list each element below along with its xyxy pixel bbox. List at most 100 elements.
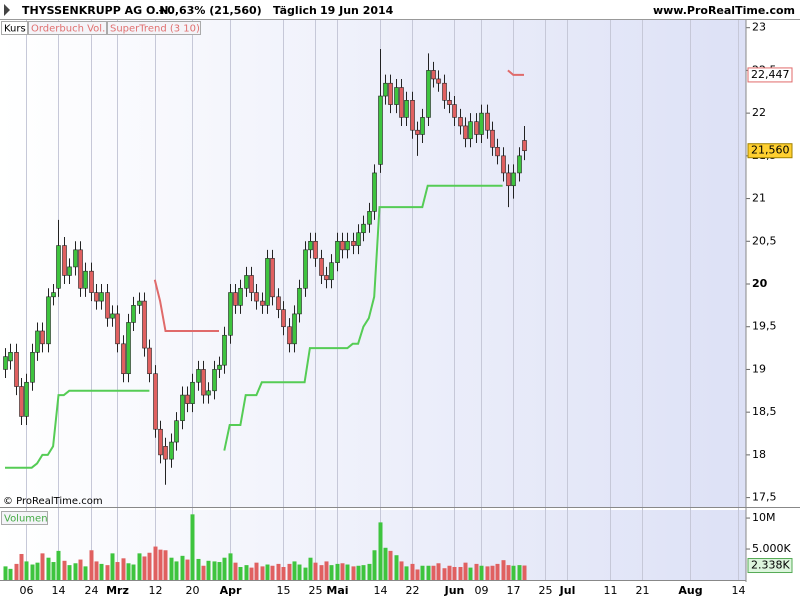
supertrend-value: 22,447 xyxy=(751,68,790,81)
x-tick-label: 21 xyxy=(636,584,650,597)
candle-body xyxy=(180,394,185,422)
volume-bar xyxy=(340,563,345,580)
volume-bar xyxy=(78,559,83,580)
volume-bar xyxy=(137,553,142,580)
volume-bar xyxy=(270,565,275,580)
volume-bar xyxy=(329,565,334,580)
candle-body xyxy=(121,343,126,375)
volume-bar xyxy=(463,562,468,580)
y-tick-label: 10M xyxy=(752,511,776,524)
x-tick-label: 15 xyxy=(277,584,291,597)
candle-body xyxy=(196,369,201,383)
volume-bar xyxy=(121,558,126,580)
candle-body xyxy=(442,82,447,101)
candle-body xyxy=(51,292,56,298)
legend-box[interactable] xyxy=(28,21,107,35)
candle-body xyxy=(511,172,516,187)
candle-body xyxy=(35,330,40,353)
candle-body xyxy=(46,296,51,345)
collapse-icon[interactable] xyxy=(4,4,10,16)
legend-box[interactable] xyxy=(1,21,28,35)
volume-bar xyxy=(324,561,329,580)
volume-bar xyxy=(468,567,473,580)
volume-bar xyxy=(153,546,158,580)
y-tick-label: 20 xyxy=(752,277,768,290)
volume-bar xyxy=(490,565,495,580)
candle-body xyxy=(105,292,110,319)
volume-bar xyxy=(485,566,490,580)
volume-bar xyxy=(356,565,361,580)
legend-entry: Kurs xyxy=(4,24,26,35)
candle-body xyxy=(356,232,361,246)
volume-bar xyxy=(399,561,404,580)
volume-bar xyxy=(169,557,174,580)
x-tick-label: Mrz xyxy=(106,584,129,597)
volume-bar xyxy=(474,563,479,580)
volume-bar xyxy=(249,567,254,580)
candle-body xyxy=(115,313,120,345)
y-tick-label: 18,5 xyxy=(752,405,777,418)
volume-bar xyxy=(222,557,227,580)
legend-box[interactable] xyxy=(1,511,48,525)
volume-bar xyxy=(447,565,452,580)
candle-body xyxy=(110,313,115,319)
candle-body xyxy=(415,129,420,135)
x-tick-label: 09 xyxy=(475,584,489,597)
candle-body xyxy=(142,300,147,349)
x-tick-label: 25 xyxy=(309,584,323,597)
x-tick-label: 12 xyxy=(149,584,163,597)
volume-bar xyxy=(30,564,35,580)
candle-body xyxy=(394,87,399,105)
volume-bar xyxy=(308,557,313,580)
y-tick-label: 23 xyxy=(752,21,766,34)
volume-bar xyxy=(410,563,415,580)
volume-bar xyxy=(14,563,19,580)
legend-entry: Orderbuch Vol. xyxy=(31,24,105,35)
volume-bar xyxy=(372,550,377,580)
x-tick-label: 17 xyxy=(507,584,521,597)
volume-bar xyxy=(361,565,366,580)
candle-body xyxy=(345,240,350,251)
candle-body xyxy=(378,95,383,165)
volume-bar xyxy=(452,566,457,580)
volume-bar xyxy=(24,561,29,580)
x-tick-label: 11 xyxy=(604,584,618,597)
volume-bar xyxy=(94,561,99,580)
candle-body xyxy=(501,155,506,174)
candle-body xyxy=(137,300,142,306)
volume-bar xyxy=(404,566,409,580)
volume-bar xyxy=(378,522,383,580)
x-tick-label: 20 xyxy=(186,584,200,597)
volume-bar xyxy=(442,568,447,580)
header-bar xyxy=(0,0,800,20)
candle-body xyxy=(83,270,88,289)
volume-bar xyxy=(313,562,318,580)
y-tick-label: 18 xyxy=(752,448,766,461)
candle-body xyxy=(190,381,195,404)
supertrend-line xyxy=(5,184,503,469)
volume-bar xyxy=(506,565,511,580)
volume-bar xyxy=(206,560,211,580)
volume-bar xyxy=(196,558,201,580)
candle-body xyxy=(78,249,83,289)
candle-body xyxy=(19,386,24,417)
volume-bar xyxy=(345,564,350,580)
candle-body xyxy=(174,420,179,443)
candle-body xyxy=(313,240,318,259)
candle-body xyxy=(351,240,356,246)
volume-bar xyxy=(212,561,217,580)
copyright: © ProRealTime.com xyxy=(3,496,103,507)
x-tick-label: Jun xyxy=(444,584,465,597)
volume-bar xyxy=(522,565,527,580)
candle-body xyxy=(479,112,484,135)
date: 19 Jun 2014 xyxy=(320,4,394,17)
legend-box[interactable] xyxy=(107,21,201,35)
volume-bar xyxy=(415,569,420,580)
candle-body xyxy=(153,373,158,430)
volume-bar xyxy=(105,565,110,580)
volume-bar xyxy=(158,549,163,580)
x-tick-label: Apr xyxy=(220,584,242,597)
candle-body xyxy=(169,441,174,460)
x-tick-label: Jul xyxy=(559,584,576,597)
volume-bar xyxy=(46,557,51,580)
